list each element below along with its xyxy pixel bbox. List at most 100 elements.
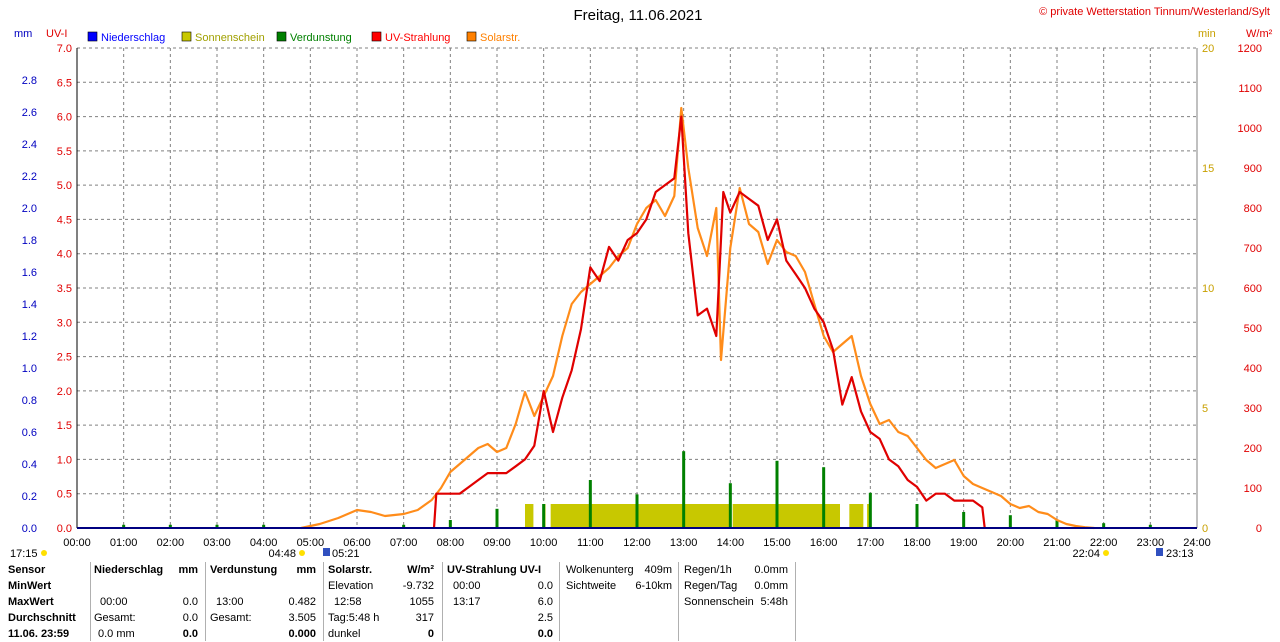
evap-column: Verdunstung mm 13:00 0.482 Gesamt: 3.505 0.…	[210, 562, 318, 642]
panel-sep	[678, 562, 679, 641]
min-tick-label: 0	[1202, 523, 1208, 535]
wm2-tick-label: 800	[1244, 203, 1262, 215]
rain-header: Niederschlag	[94, 564, 164, 576]
solar-max-time: 12:58	[334, 596, 362, 608]
uv-column: UV-Strahlung UV-I 00:00 0.0 13:17 6.0 2.5 …	[447, 562, 555, 642]
cloud-base-value: 409m	[644, 564, 672, 576]
x-tick-label: 16:00	[810, 537, 838, 549]
evaporation-bar	[402, 524, 406, 528]
axes	[76, 48, 1198, 529]
evaporation-bar	[635, 494, 639, 528]
legend-swatch	[87, 31, 98, 42]
min-tick-label: 5	[1202, 403, 1208, 415]
rain-1h-label: Regen/1h	[684, 564, 732, 576]
x-tick-label: 10:00	[530, 537, 558, 549]
uvi-tick-label: 0.0	[57, 523, 72, 535]
visibility-value: 6-10km	[635, 580, 672, 592]
evaporation-bar	[168, 524, 172, 528]
mm-tick-label: 1.6	[22, 267, 37, 279]
legend-label: Sonnenschein	[195, 32, 265, 44]
mm-tick-label: 0.0	[22, 523, 37, 535]
sunshine-bar	[849, 504, 864, 528]
mm-tick-label: 2.4	[22, 139, 37, 151]
uv-header: UV-Strahlung UV-I	[447, 564, 542, 576]
sunshine-bar	[867, 504, 871, 528]
sunset-time: 22:04	[1072, 548, 1100, 560]
panel-sep	[795, 562, 796, 641]
evap-unit: mm	[296, 564, 316, 576]
uvi-tick-label: 5.0	[57, 180, 72, 192]
sun-icon	[299, 550, 305, 556]
evaporation-bar	[588, 480, 592, 528]
panel-sep	[205, 562, 206, 641]
sensor-header: Sensor	[8, 564, 46, 576]
legend-swatch	[466, 31, 477, 42]
mm-tick-label: 0.2	[22, 491, 37, 503]
x-tick-label: 23:00	[1137, 537, 1165, 549]
x-tick-label: 07:00	[390, 537, 418, 549]
durchschnitt-label: Durchschnitt	[8, 612, 76, 624]
evaporation-bar	[962, 512, 966, 528]
evap-max-time: 13:00	[216, 596, 244, 608]
evaporation-bar	[915, 504, 919, 528]
sunshine-label: Sonnenschein	[684, 596, 754, 608]
x-tick-label: 21:00	[1043, 537, 1071, 549]
x-tick-label: 13:00	[670, 537, 698, 549]
x-tick-label: 14:00	[717, 537, 745, 549]
solar-column: Solarstr. W/m² Elevation -9.732 12:58 1055 …	[328, 562, 436, 642]
unit-mm: mm	[14, 28, 32, 40]
evap-current-value: 0.000	[288, 628, 316, 640]
solar-line	[300, 106, 1095, 530]
uv-min-value: 0.0	[537, 580, 553, 592]
evaporation-bar	[1055, 520, 1059, 528]
evaporation-bar	[542, 504, 546, 528]
dawn-time: 04:48	[268, 548, 296, 560]
uv-max-value: 6.0	[537, 596, 553, 608]
sunshine-bar	[525, 504, 534, 528]
evaporation-bar	[122, 524, 126, 528]
x-tick-label: 01:00	[110, 537, 138, 549]
solar-max-value: 1055	[409, 596, 434, 608]
rain-current-value: 0.0	[182, 628, 198, 640]
tick-labels: 00:00 01:00 02:00 03:00 04:00 05:00 06:00 07:00…	[22, 43, 1262, 549]
uvi-tick-label: 3.5	[57, 283, 72, 295]
uvi-tick-label: 7.0	[57, 43, 72, 55]
maxwert-label: MaxWert	[8, 596, 54, 608]
legend-swatch	[181, 31, 192, 42]
rain-max-value: 0.0	[182, 596, 198, 608]
rain-column: Niederschlag mm 00:00 0.0 Gesamt: 0.0 0.0 m…	[94, 562, 200, 642]
mm-tick-label: 2.0	[22, 203, 37, 215]
evaporation-bar	[822, 467, 826, 528]
evaporation-bar	[495, 508, 499, 528]
solar-header: Solarstr.	[328, 564, 373, 576]
solar-unit: W/m²	[407, 564, 434, 576]
panel-sep	[559, 562, 560, 641]
uvi-tick-label: 2.5	[57, 352, 72, 364]
rain-day-label: Regen/Tag	[684, 580, 738, 592]
mm-tick-label: 1.0	[22, 363, 37, 375]
visibility-label: Sichtweite	[566, 580, 617, 592]
uv-avg-value: 2.5	[537, 612, 553, 624]
sun-icon	[41, 550, 47, 556]
wm2-tick-label: 300	[1244, 403, 1262, 415]
chart-title: Freitag, 11.06.2021	[574, 7, 703, 24]
legend-swatch	[276, 31, 287, 42]
evaporation-bar	[1148, 524, 1152, 528]
panel-sep	[90, 562, 91, 641]
unit-wm2: W/m²	[1246, 28, 1273, 40]
uvi-tick-label: 4.5	[57, 214, 72, 226]
solar-dark-label: dunkel	[328, 628, 361, 640]
legend: Niederschlag Sonnenschein Verdunstung UV-St…	[87, 31, 520, 44]
solar-elevation-value: -9.732	[402, 580, 434, 592]
rain-1h-value: 0.0mm	[754, 564, 788, 576]
wm2-tick-label: 1100	[1238, 83, 1262, 95]
cloud-base-label: Wolkenunterg	[566, 564, 634, 576]
x-tick-label: 12:00	[623, 537, 651, 549]
wm2-tick-label: 200	[1244, 443, 1262, 455]
series-lines	[300, 106, 1095, 530]
wm2-tick-label: 100	[1244, 483, 1262, 495]
wm2-tick-label: 400	[1244, 363, 1262, 375]
copyright-text: © private Wetterstation Tinnum/Westerlan…	[1039, 6, 1270, 18]
mm-tick-label: 1.8	[22, 235, 37, 247]
